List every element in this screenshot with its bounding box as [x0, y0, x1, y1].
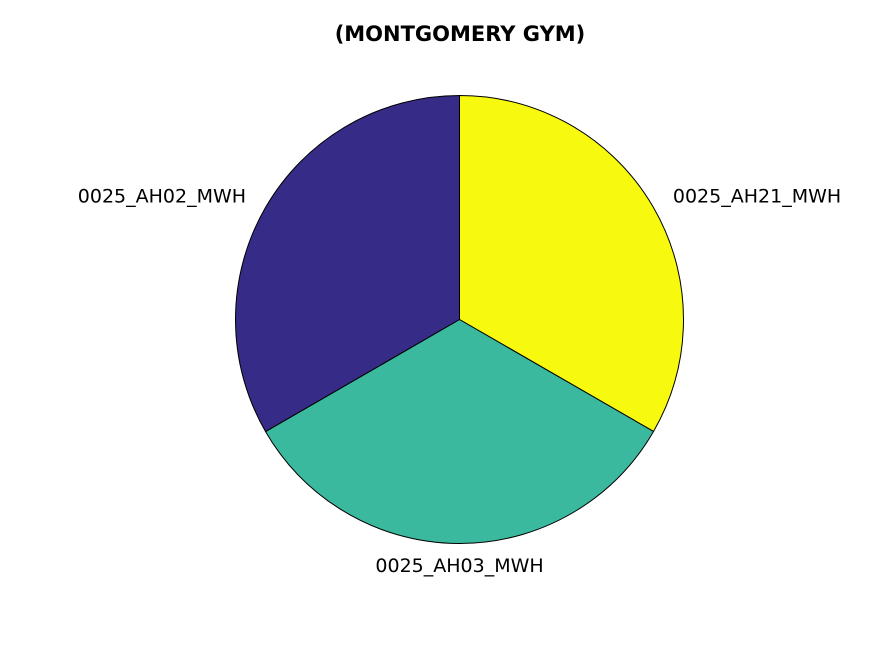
- pie-slice-1: [265, 319, 655, 544]
- pie-slice-2: [235, 95, 460, 433]
- pie-labels: 0025_AH21_MWH 0025_AH03_MWH 0025_AH02_MWH: [78, 185, 841, 577]
- pie-slice-0: [459, 95, 684, 432]
- pie-slice-label-2: 0025_AH02_MWH: [78, 185, 246, 207]
- pie-slices: [235, 95, 684, 544]
- pie-slice-label-0: 0025_AH21_MWH: [673, 185, 841, 207]
- pie-slice-label-1: 0025_AH03_MWH: [375, 555, 543, 577]
- chart-title: (MONTGOMERY GYM): [335, 22, 586, 46]
